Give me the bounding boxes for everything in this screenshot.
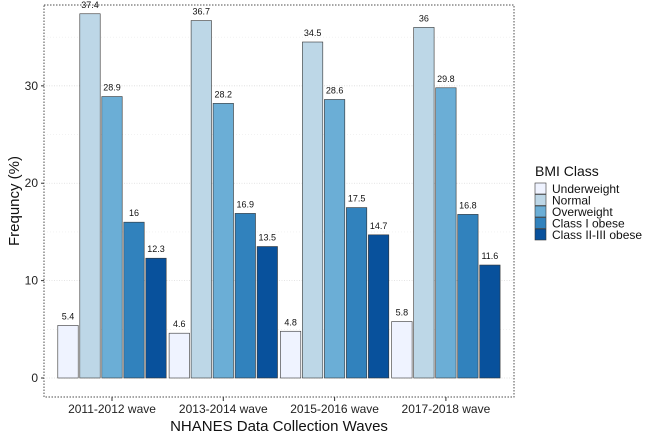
data-label: 28.9 (103, 83, 121, 93)
bar (256, 246, 278, 379)
x-tick-label: 2017-2018 wave (402, 402, 491, 416)
y-tick-label: 20 (25, 176, 39, 190)
data-label: 36 (419, 13, 429, 23)
data-label: 16 (129, 208, 139, 218)
legend-label: Class II-III obese (552, 228, 642, 242)
bar (346, 207, 368, 379)
bar (57, 325, 79, 379)
bar (123, 221, 145, 379)
data-label: 13.5 (259, 233, 277, 243)
data-label: 16.8 (459, 200, 477, 210)
legend-swatch (534, 217, 547, 229)
data-label: 4.6 (173, 319, 186, 329)
bar (280, 330, 302, 379)
legend-swatch (534, 194, 547, 206)
bar (391, 321, 413, 379)
y-axis-title: Frequncy (%) (6, 156, 23, 246)
bar (145, 257, 167, 379)
bar (479, 264, 501, 379)
y-tick-label: 0 (31, 371, 38, 385)
y-axis: 0 10 20 30 (25, 79, 44, 385)
data-label: 28.6 (326, 85, 344, 95)
data-label: 16.9 (237, 199, 255, 209)
bar (79, 13, 101, 379)
x-axis: 2011-2012 wave 2013-2014 wave 2015-2016 wa… (68, 397, 491, 416)
legend-label: Underweight (552, 182, 620, 196)
legend-label: Class I obese (552, 217, 625, 231)
data-label: 34.5 (304, 28, 322, 38)
data-label: 4.8 (284, 317, 297, 327)
data-label: 12.3 (147, 244, 165, 254)
data-label: 11.6 (481, 251, 498, 261)
data-labels: 5.4 37.4 28.9 16 12.3 4.6 36.7 28.2 16.9 13.5 4.8 3… (62, 0, 499, 329)
y-tick-label: 10 (25, 274, 39, 288)
data-label: 17.5 (348, 194, 366, 204)
bar (435, 87, 457, 379)
x-tick-label: 2015-2016 wave (290, 402, 379, 416)
bar (302, 41, 324, 379)
data-label: 14.7 (370, 221, 388, 231)
bar (190, 20, 212, 379)
y-tick-label: 30 (25, 79, 39, 93)
legend-swatch (534, 205, 547, 218)
data-label: 29.8 (437, 74, 455, 84)
bars (57, 13, 501, 379)
x-tick-label: 2011-2012 wave (68, 402, 156, 416)
data-label: 36.7 (193, 7, 211, 17)
legend: BMI Class UnderweightNormalOverweightCla… (534, 163, 642, 242)
legend-swatch (534, 228, 547, 241)
data-label: 28.2 (215, 89, 233, 99)
bar (368, 234, 390, 379)
bar (324, 99, 346, 379)
x-tick-label: 2013-2014 wave (179, 402, 268, 416)
bar (168, 332, 190, 379)
legend-title: BMI Class (535, 163, 599, 179)
x-axis-title: NHANES Data Collection Waves (170, 418, 388, 435)
legend-swatch (534, 182, 547, 195)
bar (101, 96, 123, 379)
data-label: 5.4 (62, 311, 75, 321)
bar (457, 214, 479, 379)
bar (234, 213, 256, 379)
bar (212, 103, 234, 379)
legend-label: Normal (552, 194, 591, 208)
legend-label: Overweight (552, 205, 613, 219)
data-label: 37.4 (81, 0, 99, 10)
bar (413, 27, 435, 379)
data-label: 5.8 (396, 308, 409, 318)
